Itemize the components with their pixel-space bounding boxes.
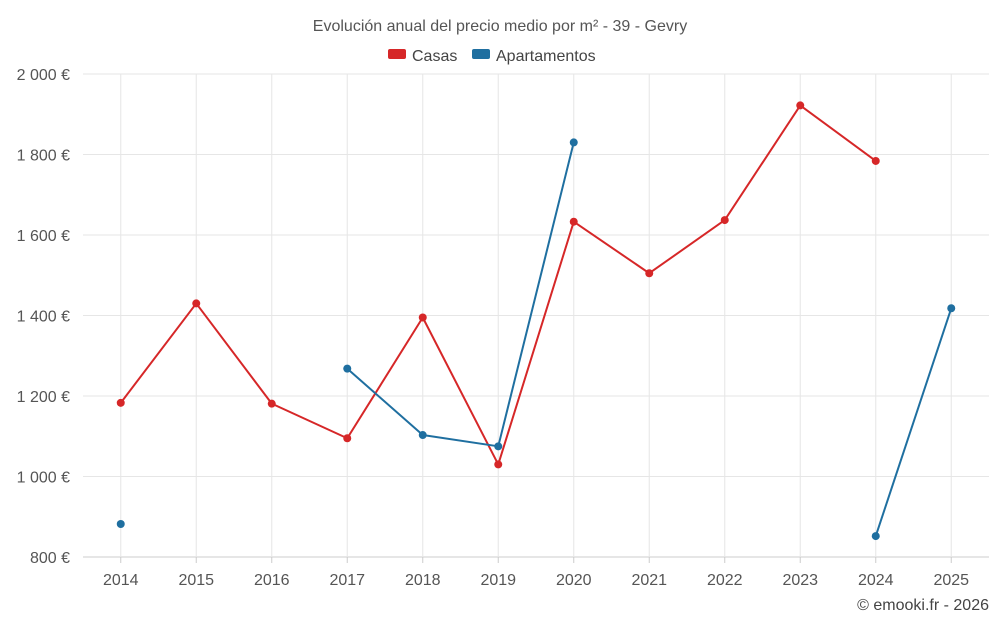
series bbox=[116, 101, 956, 541]
x-tick-label: 2025 bbox=[933, 572, 969, 589]
data-point-casas[interactable] bbox=[267, 399, 276, 408]
data-point-casas[interactable] bbox=[494, 460, 503, 469]
y-tick-label: 2 000 € bbox=[17, 67, 70, 84]
y-tick-label: 1 600 € bbox=[17, 228, 70, 245]
y-tick-label: 1 400 € bbox=[17, 309, 70, 326]
data-point-casas[interactable] bbox=[720, 216, 729, 225]
data-point-casas[interactable] bbox=[871, 156, 880, 165]
legend-label-casas: Casas bbox=[412, 48, 457, 65]
series-casas bbox=[116, 101, 880, 469]
data-point-casas[interactable] bbox=[796, 101, 805, 110]
x-tick-label: 2019 bbox=[480, 572, 516, 589]
data-point-apartamentos[interactable] bbox=[871, 532, 880, 541]
x-tick-label: 2022 bbox=[707, 572, 743, 589]
x-tick-label: 2018 bbox=[405, 572, 441, 589]
data-point-casas[interactable] bbox=[645, 269, 654, 278]
x-tick-label: 2016 bbox=[254, 572, 290, 589]
series-line-apartamentos bbox=[874, 307, 953, 537]
legend: Casas Apartamentos bbox=[388, 48, 596, 65]
x-tick-label: 2020 bbox=[556, 572, 592, 589]
data-point-apartamentos[interactable] bbox=[343, 364, 352, 373]
data-point-casas[interactable] bbox=[343, 434, 352, 443]
credit-text: © emooki.fr - 2026 bbox=[857, 597, 989, 614]
legend-swatch-apartamentos bbox=[472, 49, 490, 59]
x-tick-label: 2021 bbox=[631, 572, 667, 589]
series-apartamentos bbox=[116, 138, 956, 541]
grid bbox=[83, 73, 989, 558]
x-tick-label: 2017 bbox=[329, 572, 365, 589]
legend-label-apartamentos: Apartamentos bbox=[496, 48, 596, 65]
x-tick-label: 2023 bbox=[782, 572, 818, 589]
data-point-apartamentos[interactable] bbox=[947, 304, 956, 313]
x-tick-label: 2015 bbox=[178, 572, 214, 589]
data-point-apartamentos[interactable] bbox=[116, 519, 125, 528]
x-tick-label: 2024 bbox=[858, 572, 894, 589]
data-point-casas[interactable] bbox=[569, 217, 578, 226]
data-point-casas[interactable] bbox=[418, 313, 427, 322]
x-tick-label: 2014 bbox=[103, 572, 139, 589]
data-point-apartamentos[interactable] bbox=[569, 138, 578, 147]
y-tick-label: 1 200 € bbox=[17, 389, 70, 406]
data-point-casas[interactable] bbox=[192, 299, 201, 308]
series-line-apartamentos bbox=[346, 142, 575, 448]
y-tick-label: 800 € bbox=[30, 550, 70, 567]
data-point-casas[interactable] bbox=[116, 398, 125, 407]
data-point-apartamentos[interactable] bbox=[418, 431, 427, 440]
y-tick-label: 1 000 € bbox=[17, 470, 70, 487]
y-axis: 800 € 1 000 € 1 200 € 1 400 € 1 600 € 1 800 €… bbox=[17, 67, 70, 567]
y-tick-label: 1 800 € bbox=[17, 148, 70, 165]
x-axis: 2014 2015 2016 2017 2018 2019 2020 2021 2022 2023… bbox=[103, 557, 969, 589]
data-point-apartamentos[interactable] bbox=[494, 442, 503, 451]
chart-title: Evolución anual del precio medio por m² … bbox=[313, 18, 687, 35]
legend-swatch-casas bbox=[388, 49, 406, 59]
